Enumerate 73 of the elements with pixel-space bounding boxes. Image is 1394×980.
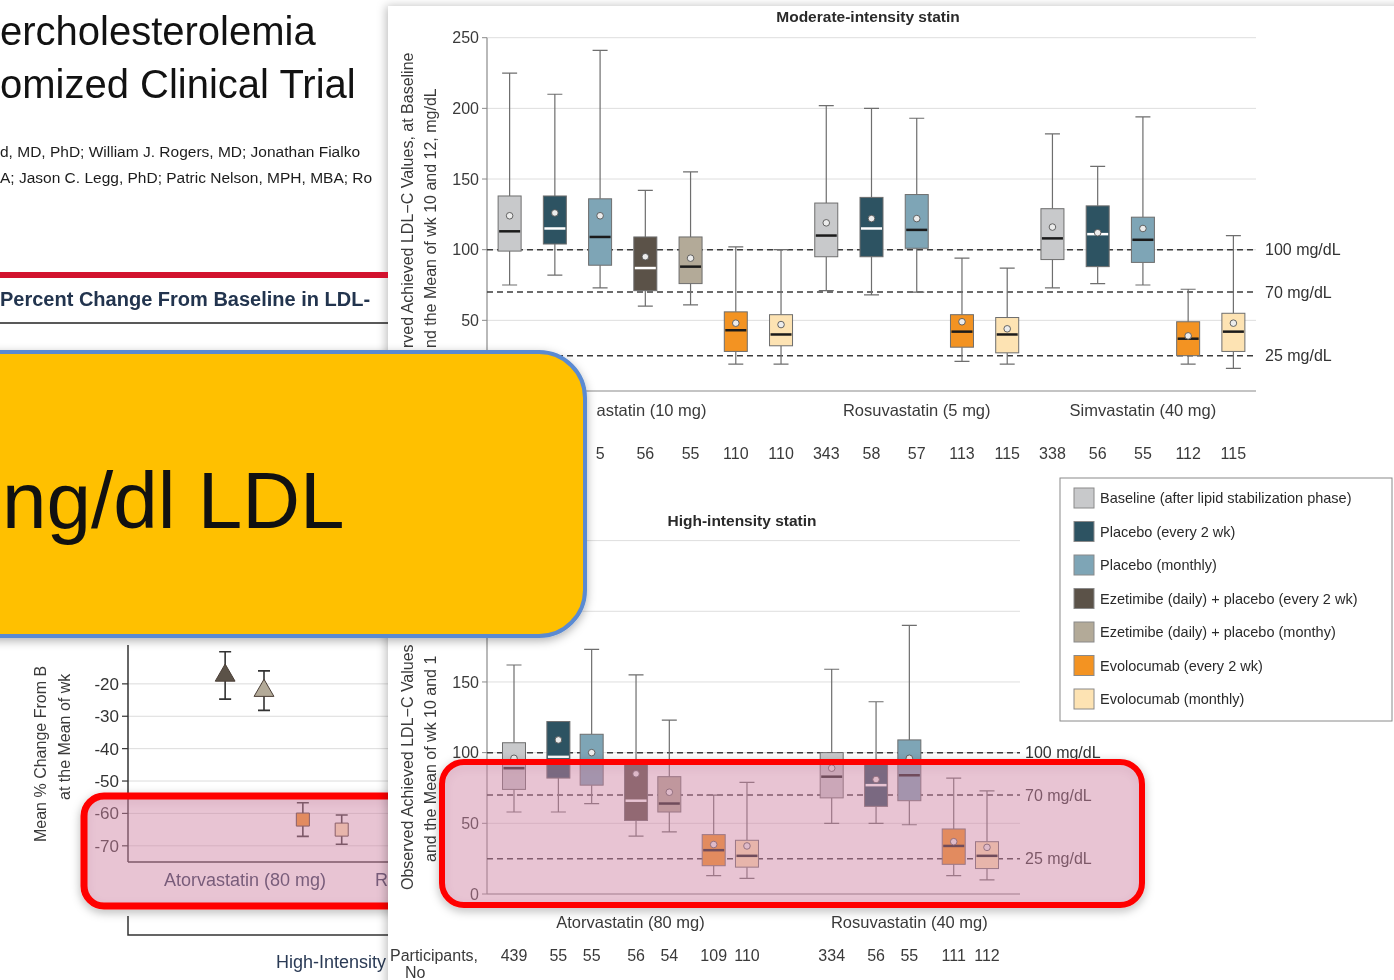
x-tick-label: 111 bbox=[941, 947, 966, 964]
ref-line-label: 70 mg/dL bbox=[1025, 786, 1092, 804]
x-tick-label: 112 bbox=[974, 947, 1000, 964]
y-tick-label: -50 bbox=[94, 771, 119, 791]
text: ng/dl LDL bbox=[2, 456, 345, 545]
chart-title: High-intensity statin bbox=[667, 512, 817, 529]
y-tick-label: -40 bbox=[94, 739, 119, 759]
x-tick-label: 5 bbox=[595, 445, 605, 462]
y-axis-title: Observed Achieved LDL−C Values and the Mean of wk 10 and 1 bbox=[399, 644, 439, 890]
x-tick-label: 55 bbox=[1134, 445, 1152, 462]
x-tick-label: 56 bbox=[627, 947, 646, 964]
text: ercholesterolemia omized Clinical Trial bbox=[0, 9, 356, 106]
x-tick-label: 55 bbox=[681, 445, 700, 462]
text: astatin (10 mg) bbox=[596, 401, 707, 419]
x-tick-label: 56 bbox=[867, 947, 886, 964]
y-tick-label: 250 bbox=[452, 29, 480, 47]
x-tick-label: 54 bbox=[660, 947, 679, 964]
x-tick-label: 55 bbox=[900, 947, 919, 964]
legend-label: Baseline (after lipid stabilization phase) bbox=[1100, 490, 1352, 507]
x-tick-label: 56 bbox=[1088, 445, 1107, 462]
legend-label: Ezetimibe (daily) + placebo (every 2 wk) bbox=[1100, 590, 1358, 607]
x-tick-label: 110 bbox=[734, 947, 760, 964]
y-tick-label: 0 bbox=[470, 885, 480, 903]
x-tick-label: 338 bbox=[1039, 445, 1066, 462]
x-tick-label: 110 bbox=[723, 445, 749, 462]
text: Simvastatin (40 mg) bbox=[1069, 401, 1217, 419]
ref-line-label: 25 mg/dL bbox=[1025, 850, 1092, 868]
legend-label: Evolocumab (every 2 wk) bbox=[1100, 657, 1263, 674]
y-tick-label: -60 bbox=[94, 804, 119, 824]
text: High-Intensity bbox=[275, 952, 386, 972]
x-tick-label: 113 bbox=[949, 445, 975, 462]
y-axis-title: Mean % Change From B at the Mean of wk bbox=[32, 665, 73, 842]
x-tick-label: 58 bbox=[862, 445, 881, 462]
y-tick-label: -70 bbox=[94, 836, 119, 856]
legend-label: Evolocumab (monthly) bbox=[1100, 691, 1245, 708]
ref-line-label: 70 mg/dL bbox=[1265, 283, 1332, 301]
y-tick-label: -20 bbox=[94, 674, 119, 694]
ref-line-label: 25 mg/dL bbox=[1265, 347, 1332, 365]
y-tick-label: 50 bbox=[461, 814, 480, 832]
y-tick-label: 150 bbox=[452, 170, 480, 188]
text: Atorvastatin (80 mg) bbox=[163, 870, 327, 890]
legend-label: Placebo (every 2 wk) bbox=[1100, 523, 1236, 540]
x-tick-label: 55 bbox=[549, 947, 568, 964]
x-tick-label: 115 bbox=[1220, 445, 1247, 462]
y-tick-label: 50 bbox=[461, 311, 480, 329]
text: Rosuvastatin (40 mg) bbox=[830, 913, 988, 931]
x-tick-label: 57 bbox=[907, 445, 926, 462]
x-tick-label: 56 bbox=[636, 445, 655, 462]
y-tick-label: 150 bbox=[452, 673, 480, 691]
x-tick-label: 109 bbox=[700, 947, 728, 964]
y-tick-label: 200 bbox=[452, 99, 480, 117]
x-tick-label: 334 bbox=[818, 947, 846, 964]
y-tick-label: 100 bbox=[452, 241, 480, 259]
ref-line-label: 100 mg/dL bbox=[1025, 744, 1101, 762]
y-tick-label: 100 bbox=[452, 744, 480, 762]
chart-title: Moderate-intensity statin bbox=[776, 8, 960, 25]
x-tick-label: 439 bbox=[500, 947, 528, 964]
ref-line-label: 100 mg/dL bbox=[1265, 241, 1341, 259]
x-tick-label: 55 bbox=[582, 947, 601, 964]
text: R bbox=[375, 870, 388, 890]
x-tick-label: 112 bbox=[1175, 445, 1201, 462]
text: Participants, No bbox=[390, 947, 479, 980]
text: Rosuvastatin (5 mg) bbox=[842, 401, 991, 419]
text: d, MD, PhD; William J. Rogers, MD; Jonathan Fialko A; Jason C. Legg, PhD; Patric Nelson, MPH, MBA; Ro bbox=[0, 143, 373, 186]
x-tick-label: 115 bbox=[994, 445, 1021, 462]
y-axis-title: rved Achieved LDL−C Values, at Baseline nd the Mean of wk 10 and 12, mg/dL bbox=[399, 52, 439, 348]
legend-label: Ezetimibe (daily) + placebo (monthy) bbox=[1100, 624, 1336, 641]
chart-title: Percent Change From Baseline in LDL- bbox=[0, 288, 371, 310]
text: Atorvastatin (80 mg) bbox=[556, 913, 705, 931]
x-tick-label: 110 bbox=[768, 445, 794, 462]
x-tick-label: 343 bbox=[812, 445, 840, 462]
y-tick-label: -30 bbox=[94, 707, 119, 727]
legend-label: Placebo (monthly) bbox=[1100, 557, 1217, 574]
